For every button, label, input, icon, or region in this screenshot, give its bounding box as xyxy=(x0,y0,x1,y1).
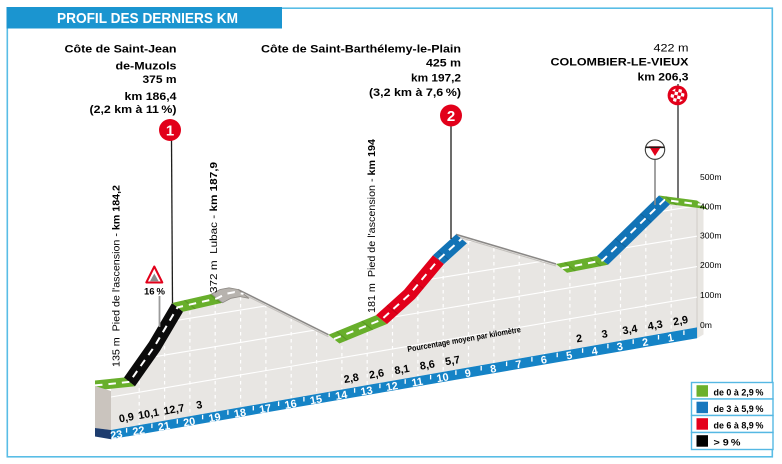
svg-text:20: 20 xyxy=(182,416,196,430)
svg-text:> 9 %: > 9 % xyxy=(714,438,742,449)
svg-text:de 6 à 8,9 %: de 6 à 8,9 % xyxy=(714,421,765,432)
svg-text:425 m: 425 m xyxy=(426,58,461,70)
svg-text:18: 18 xyxy=(233,407,247,421)
svg-text:15: 15 xyxy=(309,393,323,407)
svg-text:8,1: 8,1 xyxy=(394,363,411,377)
svg-text:4,3: 4,3 xyxy=(647,319,664,333)
svg-text:135 m Pied de l'ascension - k: 135 m Pied de l'ascension - km 184,2 xyxy=(111,185,123,367)
svg-text:7: 7 xyxy=(515,359,523,372)
svg-text:22: 22 xyxy=(132,424,146,438)
svg-text:10: 10 xyxy=(436,371,450,385)
svg-text:9: 9 xyxy=(464,367,472,380)
svg-text:16 %: 16 % xyxy=(144,287,165,297)
svg-text:(2,2 km à 11 %): (2,2 km à 11 %) xyxy=(90,104,177,116)
svg-text:1: 1 xyxy=(667,332,675,345)
svg-text:181 m Pied de l'ascension - k: 181 m Pied de l'ascension - km 194 xyxy=(366,139,378,313)
svg-text:Côte de Saint-Barthélemy-le-Pl: Côte de Saint-Barthélemy-le-Plain xyxy=(261,44,461,56)
svg-text:10,1: 10,1 xyxy=(137,407,160,422)
svg-text:PROFIL DES DERNIERS KM: PROFIL DES DERNIERS KM xyxy=(57,11,238,27)
svg-text:11: 11 xyxy=(411,376,424,390)
svg-text:2,9: 2,9 xyxy=(672,314,689,328)
svg-text:422 m: 422 m xyxy=(654,43,689,55)
svg-text:16: 16 xyxy=(284,398,298,412)
svg-text:372 m Lubac - km 187,9: 372 m Lubac - km 187,9 xyxy=(208,162,220,293)
svg-text:3: 3 xyxy=(195,399,203,412)
svg-text:COLOMBIER-LE-VIEUX: COLOMBIER-LE-VIEUX xyxy=(551,57,689,69)
svg-text:de 3 à 5,9 %: de 3 à 5,9 % xyxy=(714,404,765,415)
svg-text:4: 4 xyxy=(591,345,599,358)
svg-text:km 186,4: km 186,4 xyxy=(125,91,178,103)
svg-text:km 206,3: km 206,3 xyxy=(638,72,689,84)
svg-text:19: 19 xyxy=(208,411,222,425)
svg-text:8: 8 xyxy=(489,363,497,376)
svg-text:(3,2 km à 7,6 %): (3,2 km à 7,6 %) xyxy=(369,87,461,99)
svg-text:2: 2 xyxy=(447,108,455,125)
svg-text:100m: 100m xyxy=(700,290,722,300)
svg-text:375 m: 375 m xyxy=(143,74,177,86)
svg-text:3: 3 xyxy=(616,341,624,354)
svg-text:5: 5 xyxy=(565,350,573,363)
svg-text:1: 1 xyxy=(166,123,174,140)
svg-text:400m: 400m xyxy=(700,202,722,212)
svg-text:3: 3 xyxy=(601,328,609,341)
svg-text:de-Muzols: de-Muzols xyxy=(116,60,177,72)
svg-text:23: 23 xyxy=(110,428,124,442)
svg-text:200m: 200m xyxy=(700,260,722,270)
svg-text:2: 2 xyxy=(641,336,649,349)
svg-text:5,7: 5,7 xyxy=(444,354,461,368)
svg-text:0,9: 0,9 xyxy=(118,411,135,425)
svg-text:17: 17 xyxy=(258,402,272,416)
svg-text:Côte de Saint-Jean: Côte de Saint-Jean xyxy=(65,44,177,56)
svg-text:21: 21 xyxy=(157,420,171,434)
svg-text:2: 2 xyxy=(575,333,583,346)
svg-text:0m: 0m xyxy=(700,320,712,330)
svg-text:3,4: 3,4 xyxy=(622,323,639,337)
svg-text:14: 14 xyxy=(334,389,348,403)
svg-text:500m: 500m xyxy=(700,172,722,182)
svg-text:2,8: 2,8 xyxy=(343,372,360,386)
svg-text:12,7: 12,7 xyxy=(163,402,186,417)
svg-text:de 0 à 2,9 %: de 0 à 2,9 % xyxy=(714,388,765,399)
svg-text:8,6: 8,6 xyxy=(419,358,436,372)
svg-text:12: 12 xyxy=(385,380,399,394)
svg-text:6: 6 xyxy=(540,354,548,367)
svg-text:13: 13 xyxy=(360,385,374,399)
svg-text:2,6: 2,6 xyxy=(368,367,385,381)
svg-text:300m: 300m xyxy=(700,231,722,241)
svg-text:km 197,2: km 197,2 xyxy=(411,73,461,85)
